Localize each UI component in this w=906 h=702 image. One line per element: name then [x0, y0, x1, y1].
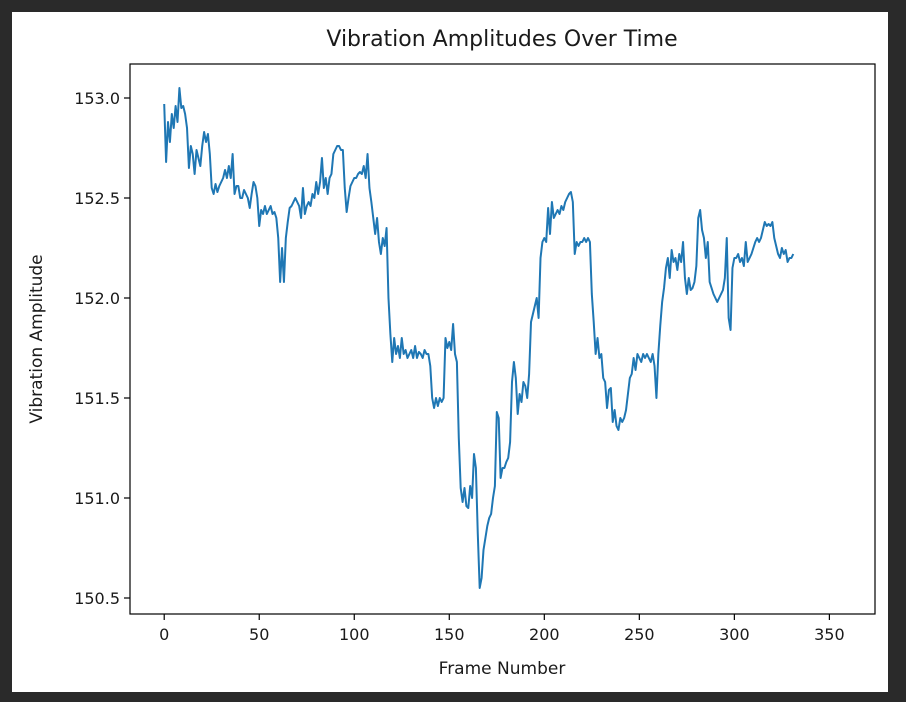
- y-tick-label: 150.5: [74, 589, 120, 608]
- y-tick-label: 151.5: [74, 389, 120, 408]
- x-tick-label: 100: [339, 625, 370, 644]
- x-axis-label: Frame Number: [439, 659, 566, 679]
- y-tick-label: 152.0: [74, 289, 120, 308]
- chart-canvas: 0 50 100 150 200 250 300 350 150.5 151.0 151.5 152…: [12, 12, 888, 692]
- x-tick-label: 250: [624, 625, 655, 644]
- line-chart: 0 50 100 150 200 250 300 350 150.5 151.0 151.5 152…: [27, 27, 876, 679]
- y-tick-label: 152.5: [74, 189, 120, 208]
- plot-frame: [129, 63, 876, 615]
- y-tick-label: 151.0: [74, 489, 120, 508]
- x-tick-label: 0: [159, 625, 169, 644]
- x-axis-ticks: 0 50 100 150 200 250 300 350: [159, 614, 845, 644]
- x-tick-label: 300: [719, 625, 750, 644]
- x-tick-label: 150: [434, 625, 465, 644]
- y-axis-ticks: 150.5 151.0 151.5 152.0 152.5 153.0: [74, 89, 130, 608]
- plot-area: [130, 64, 875, 614]
- x-tick-label: 200: [529, 625, 560, 644]
- x-tick-label: 50: [249, 625, 269, 644]
- x-tick-label: 350: [814, 625, 845, 644]
- chart-title: Vibration Amplitudes Over Time: [326, 27, 677, 52]
- series-layer: [163, 87, 795, 589]
- series-line: [163, 87, 795, 589]
- y-axis-label: Vibration Amplitude: [27, 254, 47, 423]
- y-tick-label: 153.0: [74, 89, 120, 108]
